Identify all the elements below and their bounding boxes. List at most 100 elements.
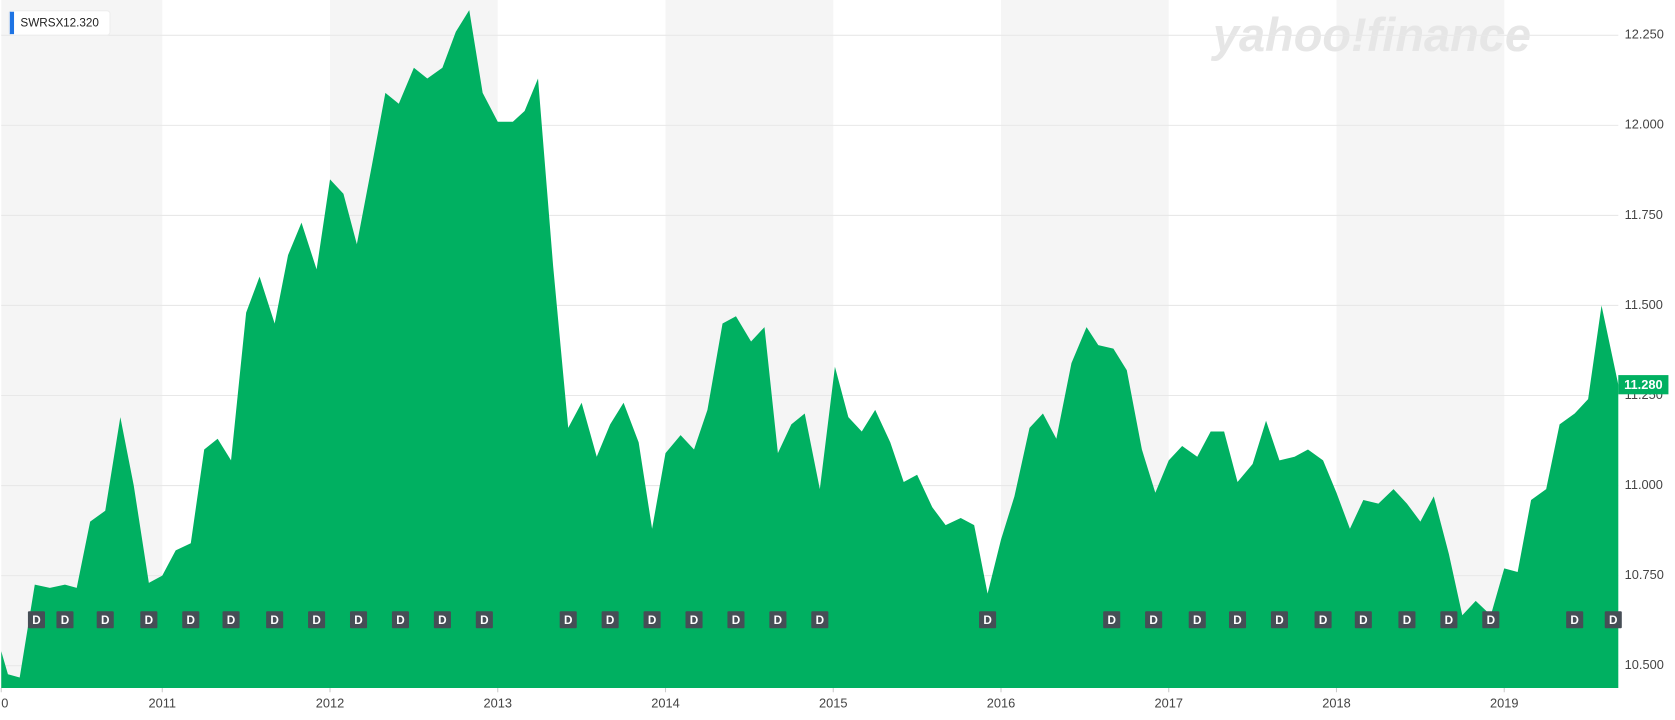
dividend-marker: D <box>1354 611 1372 629</box>
dividend-label: D <box>774 614 782 627</box>
x-tick-label: 2013 <box>484 695 512 710</box>
dividend-marker: D <box>222 611 240 629</box>
dividend-box <box>727 611 745 629</box>
dividend-label: D <box>1193 614 1201 627</box>
dividend-label: D <box>32 614 40 627</box>
dividend-box <box>601 611 619 629</box>
dividend-box <box>811 611 829 629</box>
dividend-marker: D <box>1188 611 1206 629</box>
dividend-label: D <box>564 614 572 627</box>
badge-label: 11.280 <box>1624 377 1662 392</box>
dividend-box <box>96 611 114 629</box>
dividend-label: D <box>1359 614 1367 627</box>
dividend-box <box>559 611 577 629</box>
dividend-box <box>1103 611 1121 629</box>
dividend-marker: D <box>1103 611 1121 629</box>
dividend-label: D <box>648 614 656 627</box>
x-tick-label: 2017 <box>1155 695 1183 710</box>
dividend-marker: D <box>56 611 74 629</box>
dividend-box <box>308 611 326 629</box>
dividend-box <box>1145 611 1163 629</box>
x-tick-label: 2014 <box>651 695 679 710</box>
dividend-marker: D <box>1398 611 1416 629</box>
dividend-box <box>27 611 45 629</box>
dividend-box <box>1482 611 1500 629</box>
x-tick-label: 2015 <box>819 695 847 710</box>
dividend-box <box>1604 611 1622 629</box>
y-tick-label: 10.500 <box>1625 657 1664 672</box>
dividend-marker: D <box>1228 611 1247 629</box>
dividend-label: D <box>438 614 446 627</box>
dividend-marker: D <box>27 611 45 629</box>
dividend-marker: D <box>266 611 284 629</box>
dividend-label: D <box>1403 614 1411 627</box>
last-value-badge: 11.280 <box>1618 375 1669 395</box>
dividend-box <box>182 611 200 629</box>
dividend-box <box>1228 611 1247 629</box>
dividend-label: D <box>312 614 320 627</box>
dividend-marker: D <box>1482 611 1500 629</box>
dividend-marker: D <box>96 611 114 629</box>
dividend-marker: D <box>979 611 997 629</box>
dividend-box <box>685 611 703 629</box>
dividend-marker: D <box>601 611 619 629</box>
dividend-label: D <box>1233 614 1241 627</box>
dividend-box <box>1440 611 1458 629</box>
legend-box <box>8 10 111 36</box>
dividend-marker: D <box>308 611 326 629</box>
dividend-label: D <box>145 614 153 627</box>
dividend-label: D <box>1107 614 1115 627</box>
dividend-label: D <box>1319 614 1327 627</box>
dividend-label: D <box>101 614 109 627</box>
legend-value: 12.320 <box>63 17 99 30</box>
dividend-label: D <box>1570 614 1578 627</box>
dividend-label: D <box>983 614 991 627</box>
dividend-marker: D <box>1440 611 1458 629</box>
x-tick-label: 2018 <box>1322 695 1350 710</box>
y-tick-label: 11.000 <box>1625 477 1663 492</box>
legend-name: SWRSX <box>20 17 63 30</box>
dividend-box <box>1566 611 1584 629</box>
dividend-label: D <box>1487 614 1495 627</box>
y-tick-label: 11.750 <box>1625 207 1663 222</box>
dividend-box <box>433 611 451 629</box>
dividend-label: D <box>227 614 235 627</box>
dividend-box <box>391 611 410 629</box>
dividend-marker: D <box>643 611 661 629</box>
dividend-box <box>1314 611 1332 629</box>
dividend-label: D <box>270 614 278 627</box>
dividend-label: D <box>690 614 698 627</box>
dividend-marker: D <box>391 611 410 629</box>
dividend-marker: D <box>1270 611 1288 629</box>
dividend-box <box>140 611 158 629</box>
dividend-box <box>643 611 661 629</box>
dividend-label: D <box>480 614 488 627</box>
dividend-box <box>1354 611 1372 629</box>
x-tick-label: 2011 <box>149 695 177 710</box>
dividend-label: D <box>396 614 404 627</box>
x-tick-label: 2016 <box>987 695 1015 710</box>
dividend-box <box>769 611 787 629</box>
dividend-marker: D <box>182 611 200 629</box>
dividend-marker: D <box>349 611 368 629</box>
dividend-marker: D <box>140 611 158 629</box>
dividend-marker: D <box>811 611 829 629</box>
x-tick-label: 2019 <box>1490 695 1518 710</box>
dividend-label: D <box>61 614 69 627</box>
dividend-label: D <box>732 614 740 627</box>
badge-box <box>1618 375 1669 395</box>
dividend-marker: D <box>1604 611 1622 629</box>
area <box>1 10 1619 688</box>
legend: SWRSX 12.320 <box>8 10 111 36</box>
dividend-marker: D <box>685 611 703 629</box>
dividend-marker: D <box>559 611 577 629</box>
dividend-box <box>222 611 240 629</box>
dividend-label: D <box>354 614 362 627</box>
dividend-marker: D <box>1314 611 1332 629</box>
dividend-label: D <box>1275 614 1283 627</box>
dividend-box <box>475 611 493 629</box>
dividend-marker: D <box>475 611 493 629</box>
dividend-box <box>1270 611 1288 629</box>
dividend-box <box>1188 611 1206 629</box>
